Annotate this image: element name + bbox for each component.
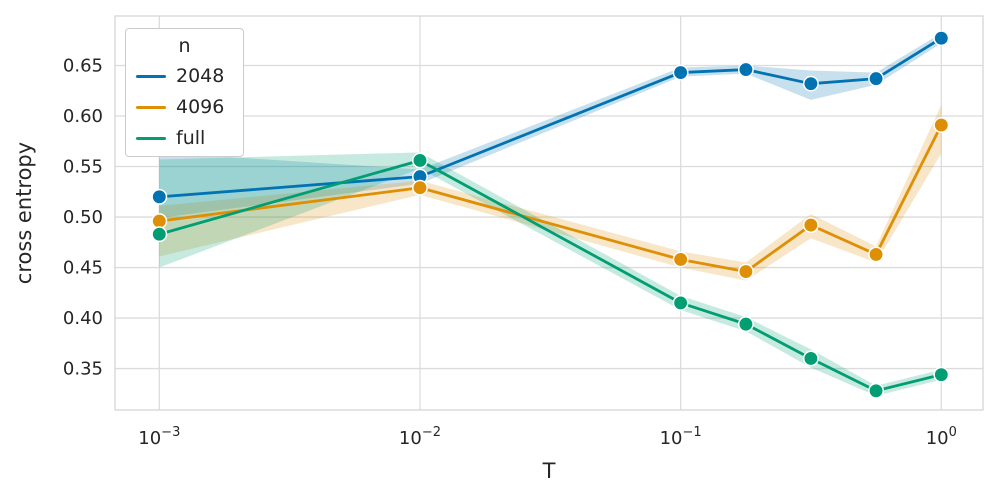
- x-tick-label: 100: [926, 425, 957, 449]
- legend-item-full: full: [132, 123, 237, 154]
- legend-label: full: [176, 127, 206, 149]
- data-point: [412, 179, 428, 196]
- data-point: [672, 294, 689, 311]
- data-point: [868, 246, 885, 263]
- data-point: [802, 217, 819, 234]
- y-tick-label: 0.55: [63, 157, 103, 178]
- x-tick-label: 10−1: [660, 425, 702, 449]
- y-axis-label: cross entropy: [12, 141, 36, 285]
- plot-border: [114, 15, 984, 411]
- data-point: [151, 226, 168, 243]
- legend-line-swatch-orange: [136, 106, 166, 109]
- x-tick-label: 10−2: [399, 425, 441, 449]
- y-tick-label: 0.45: [63, 258, 103, 279]
- x-axis-label: T: [542, 459, 556, 483]
- legend-label: 2048: [176, 65, 225, 87]
- legend-line-swatch-green: [136, 137, 166, 140]
- data-point: [933, 30, 950, 47]
- data-point: [868, 70, 885, 87]
- series-markers-2048: [151, 30, 950, 205]
- data-point: [672, 64, 689, 81]
- y-tick-label: 0.60: [63, 106, 103, 127]
- x-tick-labels: 10−3 10−2 10−1 100: [138, 425, 957, 449]
- y-tick-labels: 0.35 0.40 0.45 0.50 0.55 0.60 0.65: [63, 56, 103, 380]
- data-point: [802, 350, 819, 367]
- data-point: [933, 117, 950, 134]
- legend-title: n: [178, 35, 191, 57]
- series-markers-full: [151, 152, 950, 399]
- y-tick-label: 0.40: [63, 308, 103, 329]
- data-point: [151, 213, 168, 230]
- legend-label: 4096: [176, 96, 225, 118]
- y-tick-label: 0.65: [63, 56, 103, 77]
- x-tick-label: 10−3: [138, 425, 180, 449]
- data-point: [737, 263, 754, 280]
- series-markers-4096: [151, 117, 950, 280]
- legend-line-swatch-blue: [136, 75, 166, 78]
- legend-item-4096: 4096: [132, 92, 237, 123]
- data-point: [737, 61, 754, 78]
- data-point: [933, 366, 950, 383]
- data-point: [412, 152, 428, 169]
- gridlines: [115, 16, 983, 410]
- error-band-full: [159, 152, 942, 396]
- legend: n 2048 4096 full: [125, 28, 244, 157]
- legend-item-2048: 2048: [132, 61, 237, 92]
- y-tick-label: 0.35: [63, 359, 103, 380]
- data-point: [802, 75, 819, 92]
- data-point: [868, 382, 885, 399]
- data-point: [672, 251, 689, 268]
- y-tick-label: 0.50: [63, 207, 103, 228]
- data-point: [737, 316, 754, 333]
- error-band-4096: [159, 104, 942, 281]
- data-point: [151, 188, 168, 205]
